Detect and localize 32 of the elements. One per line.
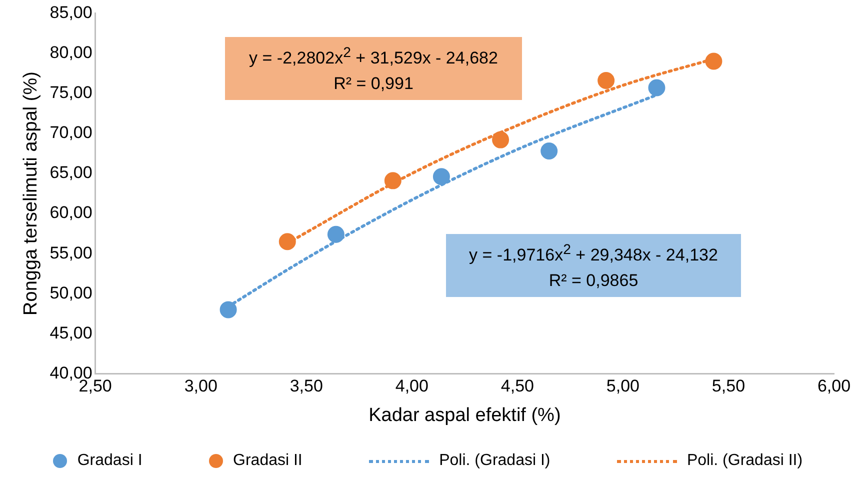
y-axis-title: Rongga terselimuti aspal (%)	[20, 72, 42, 316]
x-tick-label: 3,50	[290, 376, 323, 396]
y-tick-label: 65,00	[50, 163, 92, 182]
legend-label: Gradasi II	[233, 452, 302, 470]
x-tick-label: 6,00	[817, 376, 851, 396]
x-tick-label: 4,00	[395, 376, 428, 396]
point	[432, 168, 450, 186]
x-tick-label: 4,50	[500, 376, 534, 396]
point	[492, 131, 510, 148]
y-tick-label: 55,00	[50, 243, 92, 262]
annotation: y = -1,9716x$^{2}$ + 29,348x - 24,132 R² = 0,9865	[446, 234, 741, 297]
x-tick-label: 5,50	[712, 376, 746, 396]
annotation: y = -2,2802x$^{2}$ + 31,529x - 24,682 R² = 0,991	[225, 37, 522, 100]
y-tick-label: 45,00	[50, 323, 92, 342]
legend-label: Poli. (Gradasi II)	[686, 452, 803, 470]
y-tick-label: 75,00	[50, 83, 92, 102]
point	[598, 72, 615, 90]
y-tick-label: 40,00	[50, 363, 92, 382]
y-tick-label: 60,00	[50, 203, 92, 222]
y-tick-label: 70,00	[50, 123, 92, 142]
x-axis-title: Kadar aspal efektif (%)	[368, 404, 561, 426]
y-tick-label: 85,00	[50, 2, 92, 22]
point	[220, 301, 237, 318]
point	[540, 142, 558, 160]
legend-label: Gradasi I	[77, 452, 142, 470]
legend-label: Poli. (Gradasi I)	[439, 452, 550, 470]
point	[705, 52, 722, 70]
point	[648, 79, 666, 96]
x-tick-label: 3,00	[184, 376, 218, 396]
x-tick-label: 5,00	[606, 376, 640, 396]
y-tick-label: 80,00	[50, 42, 92, 62]
y-tick-label: 50,00	[50, 283, 92, 302]
